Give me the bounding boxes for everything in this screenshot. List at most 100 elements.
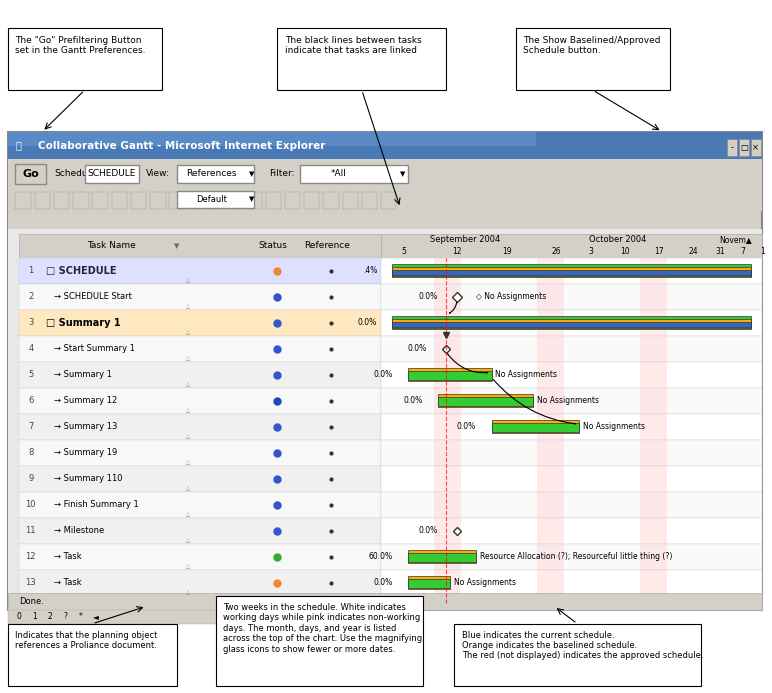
FancyArrowPatch shape: [493, 380, 575, 424]
FancyBboxPatch shape: [8, 211, 121, 229]
Text: 1: 1: [32, 613, 37, 621]
Text: Schedule:: Schedule:: [54, 170, 99, 178]
Text: Task Name: Task Name: [87, 241, 136, 250]
Text: ×: ×: [752, 143, 759, 152]
Text: 17: 17: [655, 247, 664, 256]
FancyBboxPatch shape: [381, 570, 762, 596]
FancyBboxPatch shape: [492, 421, 579, 433]
FancyBboxPatch shape: [19, 518, 381, 544]
FancyBboxPatch shape: [343, 192, 358, 209]
Text: No Assignments: No Assignments: [496, 370, 557, 379]
FancyBboxPatch shape: [19, 440, 381, 466]
Text: 0.0%: 0.0%: [404, 396, 423, 405]
FancyBboxPatch shape: [381, 518, 762, 544]
FancyBboxPatch shape: [8, 593, 762, 610]
FancyArrowPatch shape: [449, 302, 457, 313]
FancyBboxPatch shape: [169, 192, 185, 209]
Text: 60.0%: 60.0%: [368, 552, 392, 561]
FancyBboxPatch shape: [381, 440, 762, 466]
Text: □ SCHEDULE: □ SCHEDULE: [46, 266, 117, 276]
FancyBboxPatch shape: [381, 284, 762, 310]
FancyBboxPatch shape: [381, 310, 762, 336]
FancyBboxPatch shape: [112, 192, 127, 209]
Text: → Summary 110: → Summary 110: [54, 475, 123, 484]
Text: 1: 1: [760, 247, 764, 256]
FancyBboxPatch shape: [19, 310, 381, 336]
FancyBboxPatch shape: [188, 192, 204, 209]
Text: △: △: [187, 356, 191, 360]
FancyBboxPatch shape: [408, 579, 449, 588]
Text: 1: 1: [28, 266, 33, 275]
Text: 0: 0: [17, 613, 22, 621]
FancyBboxPatch shape: [19, 362, 381, 388]
FancyBboxPatch shape: [381, 492, 762, 518]
Text: 13: 13: [25, 579, 36, 588]
FancyBboxPatch shape: [392, 270, 750, 275]
FancyBboxPatch shape: [19, 570, 381, 596]
FancyBboxPatch shape: [362, 192, 378, 209]
Text: View:: View:: [146, 170, 170, 178]
FancyBboxPatch shape: [408, 577, 449, 590]
FancyBboxPatch shape: [177, 191, 254, 208]
FancyBboxPatch shape: [392, 264, 750, 277]
Text: 31: 31: [716, 247, 725, 256]
FancyArrowPatch shape: [448, 353, 488, 373]
Text: △: △: [187, 538, 191, 543]
FancyBboxPatch shape: [85, 165, 138, 183]
Text: -: -: [731, 143, 734, 152]
FancyBboxPatch shape: [8, 624, 177, 686]
Text: → Finish Summary 1: → Finish Summary 1: [54, 500, 139, 509]
Text: ▼: ▼: [249, 197, 255, 202]
Text: The "Go" Prefiltering Button
set in the Gantt Preferences.: The "Go" Prefiltering Button set in the …: [15, 36, 146, 55]
Text: △: △: [187, 511, 191, 516]
Text: 0.0%: 0.0%: [373, 370, 392, 379]
FancyBboxPatch shape: [246, 192, 262, 209]
Text: △: △: [187, 381, 191, 387]
Text: → Summary 12: → Summary 12: [54, 396, 117, 405]
Text: No Assignments: No Assignments: [583, 423, 645, 431]
FancyBboxPatch shape: [8, 132, 762, 159]
FancyBboxPatch shape: [454, 624, 700, 686]
Text: 2: 2: [28, 292, 33, 301]
Text: 8: 8: [28, 448, 33, 457]
FancyBboxPatch shape: [304, 192, 320, 209]
FancyBboxPatch shape: [392, 319, 750, 328]
FancyBboxPatch shape: [15, 164, 46, 184]
FancyBboxPatch shape: [19, 258, 381, 284]
FancyBboxPatch shape: [285, 192, 300, 209]
FancyBboxPatch shape: [266, 192, 281, 209]
Text: → Start Summary 1: → Start Summary 1: [54, 344, 135, 353]
FancyBboxPatch shape: [381, 258, 762, 284]
Text: ◇ No Assignments: ◇ No Assignments: [476, 292, 547, 301]
Text: △: △: [187, 459, 191, 464]
FancyBboxPatch shape: [381, 544, 762, 570]
FancyBboxPatch shape: [19, 284, 381, 310]
Text: → Task: → Task: [54, 579, 82, 588]
FancyBboxPatch shape: [54, 192, 69, 209]
Text: 0.0%: 0.0%: [419, 292, 438, 301]
Text: 0.0%: 0.0%: [457, 423, 476, 431]
Text: Go: Go: [22, 169, 39, 179]
FancyBboxPatch shape: [381, 466, 762, 492]
Text: △: △: [187, 329, 191, 335]
FancyBboxPatch shape: [277, 28, 446, 90]
Text: ▼: ▼: [249, 171, 255, 177]
Text: → Summary 13: → Summary 13: [54, 423, 117, 431]
FancyBboxPatch shape: [131, 192, 146, 209]
FancyBboxPatch shape: [19, 466, 381, 492]
FancyBboxPatch shape: [19, 492, 381, 518]
Text: 3: 3: [588, 247, 593, 256]
Text: △: △: [187, 277, 191, 283]
Text: No Assignments: No Assignments: [453, 579, 516, 588]
FancyBboxPatch shape: [300, 165, 408, 183]
Text: △: △: [187, 590, 191, 595]
FancyBboxPatch shape: [19, 414, 381, 440]
FancyBboxPatch shape: [408, 553, 476, 562]
FancyBboxPatch shape: [408, 550, 476, 563]
FancyBboxPatch shape: [408, 369, 492, 381]
Text: 7: 7: [28, 423, 33, 431]
FancyBboxPatch shape: [381, 336, 762, 362]
Text: △: △: [187, 563, 191, 568]
FancyBboxPatch shape: [35, 192, 50, 209]
Text: → Task: → Task: [54, 552, 82, 561]
